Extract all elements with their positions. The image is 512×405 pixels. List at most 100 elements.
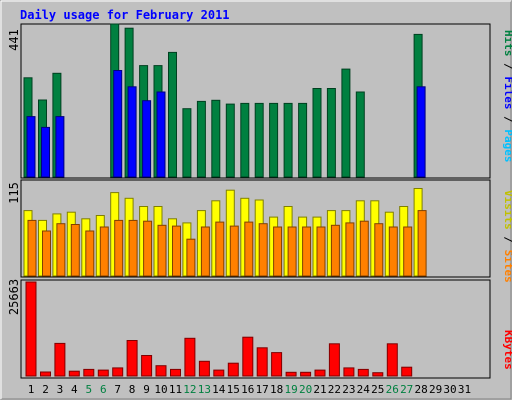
x-tick-label: 3 — [57, 383, 64, 396]
hits-bar — [225, 103, 235, 178]
x-tick-label: 6 — [100, 383, 107, 396]
sites-bar — [114, 219, 124, 277]
sites-bar — [244, 221, 254, 277]
files-bar — [55, 116, 65, 178]
sites-bar — [388, 226, 398, 277]
kbytes-bar — [213, 369, 225, 377]
kbytes-bar — [242, 336, 254, 377]
kbytes-bar — [227, 362, 239, 377]
x-tick-label: 13 — [198, 383, 211, 396]
x-tick-label: 2 — [42, 383, 49, 396]
x-tick-labels: 1 2 3 4 5 6 7 8 9 10 11 12 13 14 15 16 17 18 19 20 21 22 23 24 2… — [28, 383, 471, 396]
x-tick-label: 16 — [241, 383, 254, 396]
kbytes-bar — [357, 368, 369, 377]
legend-files: Files — [502, 76, 512, 109]
visits-panel-frame — [20, 179, 491, 278]
x-tick-label: 21 — [313, 383, 326, 396]
kbytes-bar — [40, 371, 51, 377]
legend-sep-1: / — [502, 116, 512, 123]
kbytes-bar — [155, 365, 167, 377]
files-bar — [113, 70, 123, 178]
x-tick-label: 23 — [342, 383, 355, 396]
sites-bar — [374, 223, 384, 277]
x-tick-label: 17 — [256, 383, 269, 396]
hits-panel-frame — [20, 23, 491, 179]
legend-sites: Sites — [502, 250, 512, 283]
x-tick-label: 14 — [212, 383, 226, 396]
hits-bar — [298, 102, 308, 178]
files-bar — [127, 86, 137, 178]
x-tick-label: 4 — [71, 383, 78, 396]
sites-bar — [99, 226, 109, 277]
kbytes-bar — [112, 367, 124, 377]
hits-bar — [283, 102, 293, 178]
sites-bar — [27, 219, 37, 277]
legend-hits: Hits — [502, 30, 512, 57]
sites-bar — [70, 224, 80, 277]
kbytes-bar — [97, 369, 109, 377]
sites-bar — [273, 226, 283, 277]
x-tick-label: 7 — [114, 383, 121, 396]
legend-pages: Pages — [502, 129, 512, 162]
sites-bar — [215, 221, 225, 277]
files-bar — [41, 126, 50, 178]
sites-bar — [42, 230, 51, 277]
kbytes-bar — [54, 342, 66, 377]
x-tick-label: 11 — [169, 383, 182, 396]
sites-bar — [200, 226, 210, 277]
kbytes-bar — [300, 371, 312, 377]
files-bar — [416, 86, 426, 178]
hits-bar — [211, 99, 221, 178]
sites-bar — [403, 226, 413, 277]
hits-bar — [168, 51, 177, 178]
kbytes-bar — [386, 343, 398, 377]
x-tick-label: 26 — [386, 383, 399, 396]
sites-bar — [345, 222, 355, 277]
hits-bar — [254, 102, 264, 178]
kbytes-bar — [68, 370, 80, 377]
sites-bar — [172, 225, 181, 277]
x-tick-label: 28 — [414, 383, 427, 396]
x-tick-label: 19 — [284, 383, 297, 396]
legend-sep-3: / — [502, 236, 512, 243]
sites-bar — [157, 224, 167, 277]
sites-bar — [330, 224, 340, 277]
bars-layer — [23, 23, 427, 377]
x-tick-label: 1 — [28, 383, 35, 396]
x-tick-label: 24 — [357, 383, 371, 396]
hits-bar — [326, 88, 336, 178]
x-tick-label: 10 — [154, 383, 167, 396]
x-tick-label: 18 — [270, 383, 283, 396]
hits-bar — [269, 102, 279, 178]
visits-legend: Visits / Sites — [502, 190, 512, 283]
kbytes-bar — [271, 352, 283, 377]
visits-axis-max: 115 — [7, 182, 21, 204]
sites-bar — [258, 223, 268, 277]
x-tick-label: 30 — [443, 383, 456, 396]
kbytes-bar — [285, 371, 297, 377]
kbytes-bar — [328, 343, 340, 377]
x-tick-label: 25 — [371, 383, 384, 396]
hits-legend: Hits / Files / Pages — [502, 30, 512, 163]
x-tick-label: 22 — [328, 383, 341, 396]
x-tick-label: 8 — [129, 383, 136, 396]
sites-bar — [287, 226, 297, 277]
x-tick-label: 9 — [143, 383, 150, 396]
x-tick-label: 5 — [85, 383, 92, 396]
x-tick-label: 12 — [183, 383, 196, 396]
hits-bar — [196, 100, 206, 178]
kbytes-bar — [25, 281, 37, 377]
x-tick-label: 15 — [227, 383, 240, 396]
kbytes-bar — [184, 337, 196, 377]
hits-bar — [240, 102, 250, 178]
kbytes-bar — [198, 360, 210, 377]
chart-title: Daily usage for February 2011 — [20, 8, 230, 22]
kbytes-bar — [83, 368, 95, 377]
kbytes-axis-max: 25663 — [7, 279, 21, 315]
sites-bar — [85, 230, 95, 277]
kbytes-bar — [314, 369, 326, 377]
files-bar — [26, 116, 36, 178]
kbytes-bar — [401, 366, 413, 377]
